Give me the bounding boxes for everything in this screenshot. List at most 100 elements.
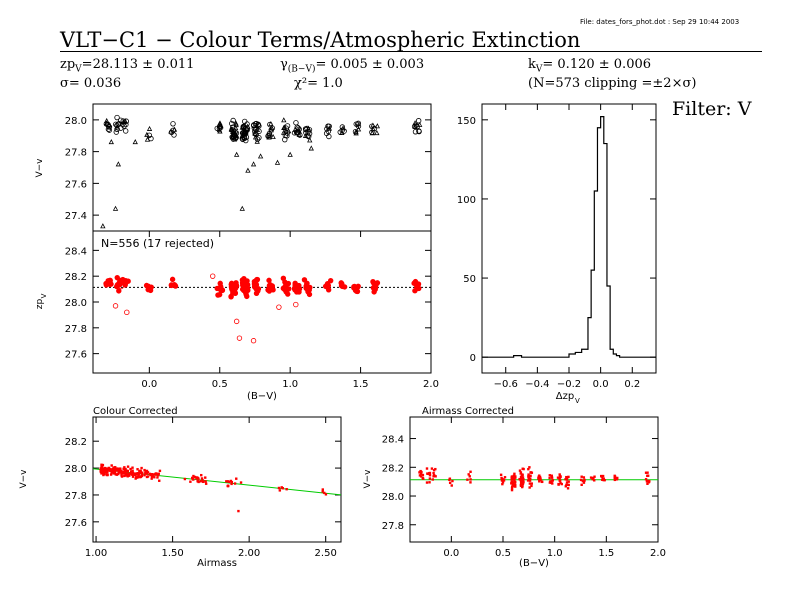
data-point xyxy=(110,471,113,474)
x-axis-label: Δzp xyxy=(556,391,574,402)
data-point xyxy=(101,463,105,467)
zp-label: zp xyxy=(60,57,76,72)
data-point xyxy=(370,122,376,128)
data-point xyxy=(170,121,176,127)
data-point xyxy=(601,474,605,478)
data-point xyxy=(519,482,523,486)
data-point xyxy=(255,288,261,294)
data-point xyxy=(240,124,247,130)
data-point xyxy=(566,487,570,490)
data-point xyxy=(117,471,120,474)
data-point xyxy=(226,480,230,483)
data-point xyxy=(537,475,540,478)
data-point xyxy=(374,123,381,129)
data-point xyxy=(157,472,160,475)
data-point xyxy=(196,480,199,483)
data-point xyxy=(124,309,130,316)
data-point xyxy=(645,480,649,483)
data-point xyxy=(469,481,472,484)
data-point xyxy=(282,132,289,139)
data-point xyxy=(615,478,619,481)
data-point xyxy=(540,480,544,484)
data-point xyxy=(134,477,137,480)
data-point xyxy=(613,478,617,482)
data-point xyxy=(103,280,109,287)
data-point xyxy=(136,468,139,471)
data-point xyxy=(233,125,239,131)
data-point xyxy=(228,293,234,300)
data-point xyxy=(107,277,113,283)
data-point xyxy=(132,139,138,145)
data-point xyxy=(327,277,334,284)
data-point xyxy=(580,475,583,478)
data-point xyxy=(106,467,110,471)
data-point xyxy=(512,474,516,478)
data-point xyxy=(100,469,104,473)
panel-colour-corrected: 27.6 27.8 28.0 28.2 1.00 1.50 2.00 2.50 Colour C… xyxy=(19,406,342,569)
data-point xyxy=(418,474,422,477)
data-point xyxy=(337,129,343,135)
data-point xyxy=(306,133,312,140)
data-point xyxy=(115,161,122,167)
data-point xyxy=(148,472,152,476)
data-point xyxy=(501,481,505,484)
data-point xyxy=(281,117,287,123)
data-point xyxy=(556,476,560,479)
data-point xyxy=(236,335,243,341)
data-point xyxy=(189,480,192,483)
data-point xyxy=(145,469,149,473)
data-point xyxy=(415,118,422,124)
data-point xyxy=(527,467,530,471)
x-tick-label: 0.0 xyxy=(141,379,157,390)
data-point xyxy=(117,472,120,476)
data-point xyxy=(468,475,471,478)
data-point xyxy=(558,478,561,481)
data-point xyxy=(225,480,228,483)
data-point xyxy=(156,476,159,479)
data-point xyxy=(226,484,229,488)
data-point xyxy=(230,482,233,486)
data-point xyxy=(511,483,514,487)
data-point xyxy=(217,124,224,131)
data-point xyxy=(123,466,126,469)
data-point xyxy=(257,153,264,159)
x-tick-label: −0.6 xyxy=(494,379,518,390)
data-point xyxy=(230,117,236,124)
data-point xyxy=(183,477,187,481)
data-point xyxy=(168,128,174,134)
data-point xyxy=(245,167,251,173)
data-point xyxy=(230,133,237,139)
x-tick-label: 2.00 xyxy=(238,548,260,559)
data-point xyxy=(251,281,258,287)
data-point xyxy=(120,276,126,283)
data-point xyxy=(119,469,122,472)
data-point xyxy=(510,487,514,490)
data-point xyxy=(530,482,533,485)
data-point xyxy=(146,471,150,474)
zp-sub: V xyxy=(75,64,82,75)
data-point xyxy=(233,120,239,126)
data-point xyxy=(158,479,161,482)
data-point xyxy=(293,301,299,308)
data-point xyxy=(102,473,105,477)
data-point xyxy=(469,470,472,473)
data-point xyxy=(593,479,596,482)
data-point xyxy=(646,471,649,474)
data-point xyxy=(268,124,275,130)
data-point xyxy=(229,479,233,483)
data-point xyxy=(120,474,123,477)
data-point xyxy=(374,130,380,136)
zp-value: =28.113 ± 0.011 xyxy=(81,57,195,72)
data-point xyxy=(539,478,542,482)
data-point xyxy=(193,475,197,479)
x-tick-label: 2.0 xyxy=(423,379,439,390)
data-point xyxy=(527,476,531,479)
data-point xyxy=(501,482,504,486)
data-point xyxy=(564,478,567,481)
data-point xyxy=(149,473,152,477)
data-point xyxy=(369,129,375,135)
y-axis-label: V−v xyxy=(35,158,45,178)
data-point xyxy=(324,493,328,496)
x-tick-label: 0.5 xyxy=(495,548,511,559)
data-point xyxy=(583,478,586,482)
